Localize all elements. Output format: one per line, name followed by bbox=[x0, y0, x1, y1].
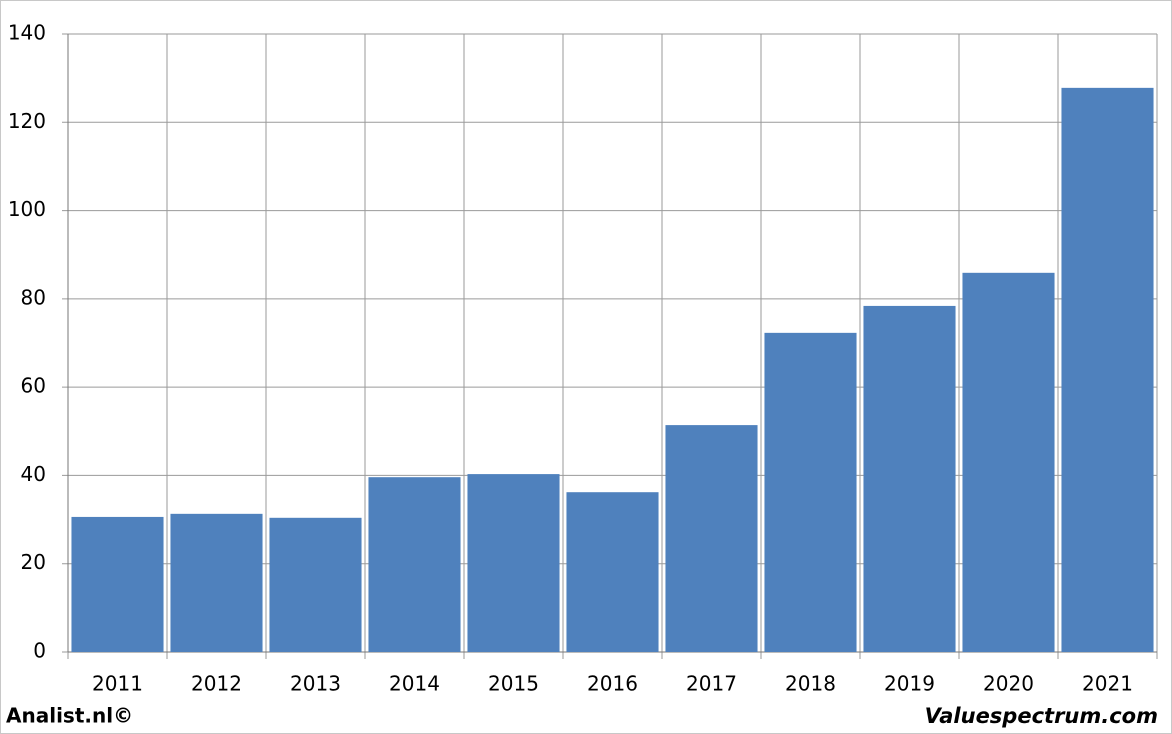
bar bbox=[566, 492, 659, 652]
x-tick-label: 2012 bbox=[191, 672, 242, 696]
x-tick-label: 2019 bbox=[884, 672, 935, 696]
y-tick-label: 100 bbox=[8, 197, 46, 221]
footer-right: Valuespectrum.com bbox=[925, 704, 1158, 728]
bar bbox=[368, 477, 461, 652]
bar bbox=[467, 474, 560, 652]
bar bbox=[1061, 87, 1154, 652]
footer-left: Analist.nl© bbox=[6, 704, 133, 728]
x-tick-label: 2017 bbox=[686, 672, 737, 696]
y-tick-label: 140 bbox=[8, 21, 46, 45]
bar bbox=[71, 516, 164, 652]
x-tick-label: 2011 bbox=[92, 672, 143, 696]
y-tick-label: 60 bbox=[21, 374, 46, 398]
x-tick-label: 2021 bbox=[1082, 672, 1133, 696]
bar bbox=[962, 272, 1055, 652]
x-tick-label: 2013 bbox=[290, 672, 341, 696]
x-tick-label: 2015 bbox=[488, 672, 539, 696]
bar bbox=[863, 305, 956, 652]
x-tick-label: 2018 bbox=[785, 672, 836, 696]
y-tick-label: 40 bbox=[21, 462, 46, 486]
y-tick-label: 0 bbox=[33, 639, 46, 663]
bar bbox=[170, 513, 263, 652]
y-tick-label: 20 bbox=[21, 550, 46, 574]
x-tick-label: 2020 bbox=[983, 672, 1034, 696]
x-tick-label: 2014 bbox=[389, 672, 440, 696]
bar bbox=[665, 425, 758, 652]
bar bbox=[764, 332, 857, 652]
bar bbox=[269, 517, 362, 652]
y-tick-label: 120 bbox=[8, 109, 46, 133]
x-tick-label: 2016 bbox=[587, 672, 638, 696]
y-tick-label: 80 bbox=[21, 285, 46, 309]
